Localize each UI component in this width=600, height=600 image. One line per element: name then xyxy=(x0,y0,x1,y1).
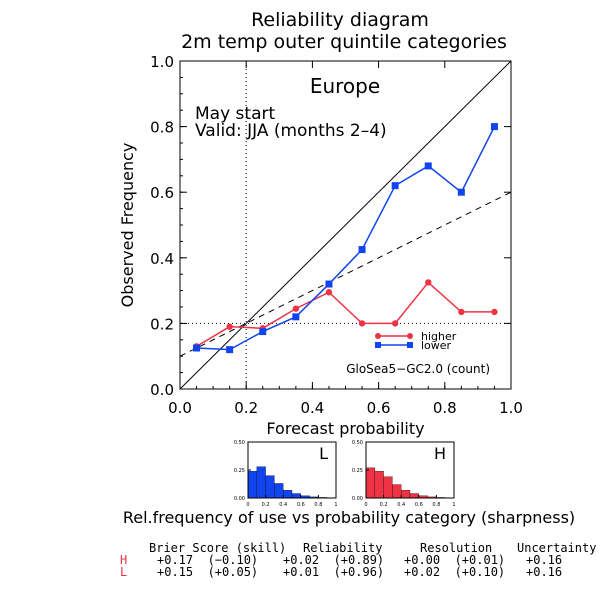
title-line-1: Reliability diagram xyxy=(251,9,429,31)
x-tick-label: 0.4 xyxy=(300,399,324,417)
sharpness-bar xyxy=(383,476,393,499)
sharpness-y-tick-label: 0.25 xyxy=(352,468,363,474)
sharpness-bar xyxy=(401,490,411,499)
score-header-uncertainty: Uncertainty xyxy=(517,541,597,555)
sharpness-bar xyxy=(409,493,419,499)
sharpness-label: H xyxy=(434,444,446,463)
sharpness-x-tick-label: 0.2 xyxy=(380,502,388,508)
score-header-brier: Brier Score (skill) xyxy=(149,541,287,555)
sharpness-x-tick-label: 0.2 xyxy=(262,502,270,508)
sharpness-x-tick-label: 1 xyxy=(334,502,337,508)
valid-label: Valid: JJA (months 2–4) xyxy=(195,121,387,141)
x-tick-label: 1.0 xyxy=(499,399,523,417)
sharpness-bar xyxy=(247,470,257,499)
score-row-label-l: L xyxy=(120,565,128,579)
data-point-lower xyxy=(490,123,498,131)
sharpness-bar xyxy=(283,490,293,499)
legend-marker-higher xyxy=(407,333,413,339)
sharpness-y-tick-label: 0.00 xyxy=(352,496,363,502)
y-tick-label: 0.4 xyxy=(150,250,174,268)
legend-marker-higher xyxy=(375,333,381,339)
score-header-resolution: Resolution xyxy=(420,541,493,555)
legend-marker-lower xyxy=(407,342,413,348)
score-l-brier: +0.15 (+0.05) xyxy=(157,565,259,579)
y-tick-label: 0.0 xyxy=(150,381,174,399)
data-point-lower xyxy=(292,313,300,321)
sharpness-y-tick-label: 0.50 xyxy=(234,440,245,446)
y-axis-label: Observed Frequency xyxy=(118,143,137,308)
sharpness-x-tick-label: 0.8 xyxy=(432,502,440,508)
x-tick-label: 0.6 xyxy=(367,399,391,417)
sharpness-x-tick-label: 0.6 xyxy=(297,502,305,508)
data-point-higher xyxy=(391,320,399,327)
sharpness-y-tick-label: 0.25 xyxy=(234,468,245,474)
data-point-higher xyxy=(491,308,498,316)
sharpness-caption: Rel.frequency of use vs probability cate… xyxy=(123,508,575,527)
score-row-label-h: H xyxy=(120,553,128,567)
y-tick-label: 0.8 xyxy=(150,119,174,137)
data-point-lower xyxy=(424,162,432,170)
sharpness-x-tick-label: 0.6 xyxy=(415,502,423,508)
model-label: GloSea5−GC2.0 (count) xyxy=(346,362,490,376)
score-l-resolution: +0.02 (+0.10) xyxy=(404,565,506,579)
sharpness-x-tick-label: 0.4 xyxy=(279,502,287,508)
legend-marker-lower xyxy=(375,342,381,348)
legend-label-higher: higher xyxy=(421,330,457,343)
y-tick-label: 0.6 xyxy=(150,184,174,202)
y-tick-label: 0.2 xyxy=(150,315,174,333)
data-point-lower xyxy=(391,182,399,190)
start-label: May start xyxy=(195,104,275,124)
data-point-lower xyxy=(325,280,333,288)
data-point-higher xyxy=(458,308,465,316)
sharpness-histogram-high: H 0.00 0.25 0.50 0 0.2 0.4 0.6 0.8 1 xyxy=(352,440,456,508)
sharpness-bar xyxy=(374,470,384,499)
data-point-lower xyxy=(193,344,201,352)
score-l-uncertainty: +0.16 xyxy=(526,565,563,579)
score-l-reliability: +0.01 (+0.96) xyxy=(283,565,385,579)
data-point-lower xyxy=(226,346,234,354)
data-point-higher xyxy=(226,323,233,330)
data-point-lower xyxy=(457,188,465,196)
sharpness-y-tick-label: 0.50 xyxy=(352,440,363,446)
series-line-higher xyxy=(196,281,495,348)
sharpness-label: L xyxy=(319,444,328,463)
title-line-2: 2m temp outer quintile categories xyxy=(181,31,507,53)
data-point-lower xyxy=(259,328,267,336)
sharpness-x-tick-label: 0 xyxy=(246,502,249,508)
data-point-higher xyxy=(292,305,300,312)
y-tick-label: 1.0 xyxy=(150,53,174,71)
x-tick-label: 0.2 xyxy=(234,399,258,417)
sharpness-x-tick-label: 1 xyxy=(452,502,455,508)
sharpness-bar xyxy=(265,475,275,499)
score-h-resolution: +0.00 (+0.01) xyxy=(404,553,506,567)
figure-title: Reliability diagram 2m temp outer quinti… xyxy=(181,9,507,53)
sharpness-x-tick-label: 0.4 xyxy=(397,502,405,508)
sharpness-x-tick-label: 0.8 xyxy=(314,502,322,508)
x-tick-label: 0.8 xyxy=(433,399,457,417)
sharpness-bar xyxy=(291,493,301,499)
sharpness-bar xyxy=(365,467,375,499)
sharpness-bar xyxy=(274,483,284,499)
sharpness-bar xyxy=(256,466,266,499)
data-point-lower xyxy=(358,246,366,254)
score-h-uncertainty: +0.16 xyxy=(526,553,563,567)
score-h-brier: +0.17 (−0.10) xyxy=(157,553,259,567)
legend-label-lower: lower xyxy=(421,339,452,352)
score-h-reliability: +0.02 (+0.89) xyxy=(283,553,385,567)
sharpness-bar xyxy=(392,484,402,499)
sharpness-x-tick-label: 0 xyxy=(364,502,367,508)
score-header-reliability: Reliability xyxy=(303,541,383,555)
sharpness-histogram-low: L 0.00 0.25 0.50 0 0.2 0.4 0.6 0.8 1 xyxy=(234,440,338,508)
data-point-higher xyxy=(425,279,432,286)
no-skill-line xyxy=(179,191,512,357)
sharpness-y-tick-label: 0.00 xyxy=(234,496,245,502)
region-label: Europe xyxy=(310,74,380,98)
perfect-reliability-line xyxy=(179,60,512,390)
reliability-plot: 0.0 0.2 0.4 0.6 0.8 1.0 0.0 0.2 0.4 0.6 0.8 1.0 Fore… xyxy=(118,53,523,438)
x-tick-label: 0.0 xyxy=(168,399,192,417)
series-line-lower xyxy=(196,126,496,351)
data-point-higher xyxy=(325,289,333,296)
data-point-higher xyxy=(358,320,366,327)
x-axis-label: Forecast probability xyxy=(266,419,424,438)
